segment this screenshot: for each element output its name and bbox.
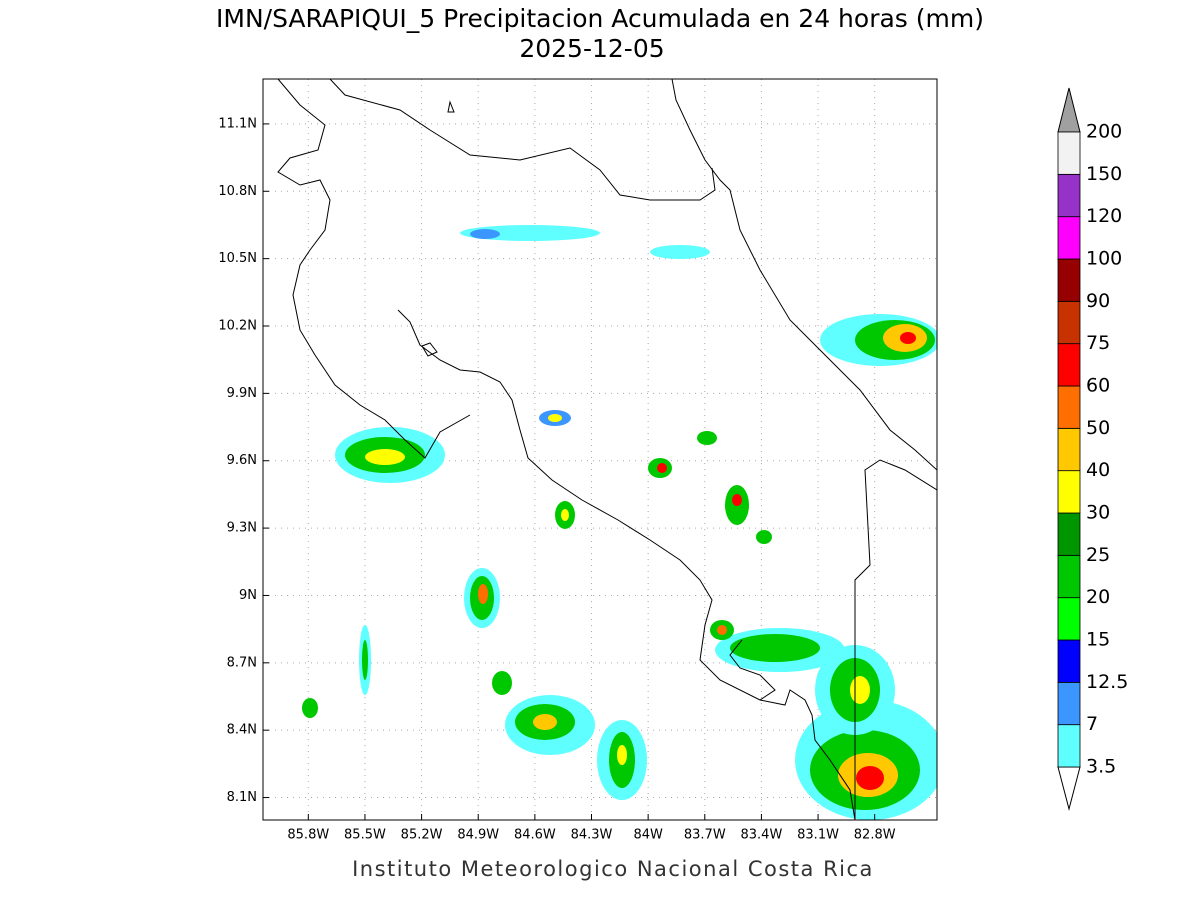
x-tick-label: 85.2W — [401, 828, 443, 843]
x-tick-label: 85.5W — [344, 828, 386, 843]
y-tick-label: 10.2N — [218, 319, 257, 334]
colorbar-box — [1057, 470, 1081, 514]
colorbar-box — [1057, 300, 1081, 345]
colorbar-under — [1057, 766, 1081, 811]
colorbar-box — [1057, 131, 1081, 175]
y-tick-label: 9N — [239, 588, 257, 603]
colorbar-box — [1057, 554, 1081, 599]
colorbar-label: 60 — [1086, 375, 1110, 397]
colorbar-label: 40 — [1086, 459, 1110, 481]
colorbar-box — [1057, 173, 1081, 218]
colorbar-box — [1057, 639, 1081, 683]
colorbar-box — [1057, 512, 1081, 556]
x-tick-label: 84.9W — [457, 828, 499, 843]
x-tick-label: 84.6W — [514, 828, 556, 843]
y-tick-label: 8.7N — [227, 655, 257, 670]
y-tick-label: 11.1N — [218, 116, 257, 131]
colorbar-label: 120 — [1086, 205, 1122, 227]
rain-blob — [302, 225, 937, 820]
colorbar-label: 100 — [1086, 248, 1122, 270]
colorbar-box — [1057, 597, 1081, 641]
colorbar-box — [1057, 343, 1081, 387]
colorbar-label: 12.5 — [1086, 671, 1128, 693]
x-tick-label: 82.8W — [854, 828, 896, 843]
x-tick-label: 83.7W — [684, 828, 726, 843]
y-tick-label: 8.4N — [227, 723, 257, 738]
precipitation — [302, 225, 937, 820]
y-tick-label: 10.5N — [218, 251, 257, 266]
colorbar-over — [1057, 87, 1081, 133]
colorbar-label: 200 — [1086, 121, 1122, 143]
colorbar-label: 7 — [1086, 713, 1098, 735]
title: IMN/SARAPIQUI_5 Precipitacion Acumulada … — [216, 4, 984, 33]
colorbar-label: 150 — [1086, 163, 1122, 185]
grid — [263, 79, 937, 820]
x-tick-label: 84W — [633, 828, 663, 843]
colorbar-box — [1057, 724, 1081, 768]
colorbar-box — [1057, 681, 1081, 726]
y-tick-label: 9.6N — [227, 453, 257, 468]
colorbar-label: 15 — [1086, 629, 1110, 651]
colorbar-label: 75 — [1086, 332, 1110, 354]
axes: 85.8W 85.5W 85.2W 84.9W 84.6W 84.3W 84W 83.7W 83… — [218, 116, 895, 842]
colorbar-box — [1057, 385, 1081, 429]
subtitle: 2025-12-05 — [519, 34, 664, 63]
x-tick-label: 83.4W — [741, 828, 783, 843]
coastline — [277, 79, 937, 820]
footer: Instituto Meteorologico Nacional Costa R… — [352, 857, 874, 881]
y-tick-label: 9.3N — [227, 521, 257, 536]
colorbar-label: 20 — [1086, 586, 1110, 608]
x-tick-label: 83.1W — [797, 828, 839, 843]
colorbar-label: 50 — [1086, 417, 1110, 439]
colorbar-label: 90 — [1086, 290, 1110, 312]
colorbar-label: 3.5 — [1086, 756, 1116, 778]
map-frame — [262, 78, 938, 821]
colorbar-box — [1057, 258, 1081, 302]
x-tick-label: 84.3W — [571, 828, 613, 843]
colorbar-label: 25 — [1086, 544, 1110, 566]
colorbar-label: 30 — [1086, 502, 1110, 524]
x-tick-label: 85.8W — [287, 828, 329, 843]
colorbar-box — [1057, 427, 1081, 472]
colorbar: 3.5 7 12.5 15 20 25 30 40 50 60 75 90 100 120 150 200 — [1057, 87, 1128, 811]
colorbar-box — [1057, 216, 1081, 260]
y-tick-label: 10.8N — [218, 184, 257, 199]
y-tick-label: 8.1N — [227, 790, 257, 805]
y-tick-label: 9.9N — [227, 386, 257, 401]
